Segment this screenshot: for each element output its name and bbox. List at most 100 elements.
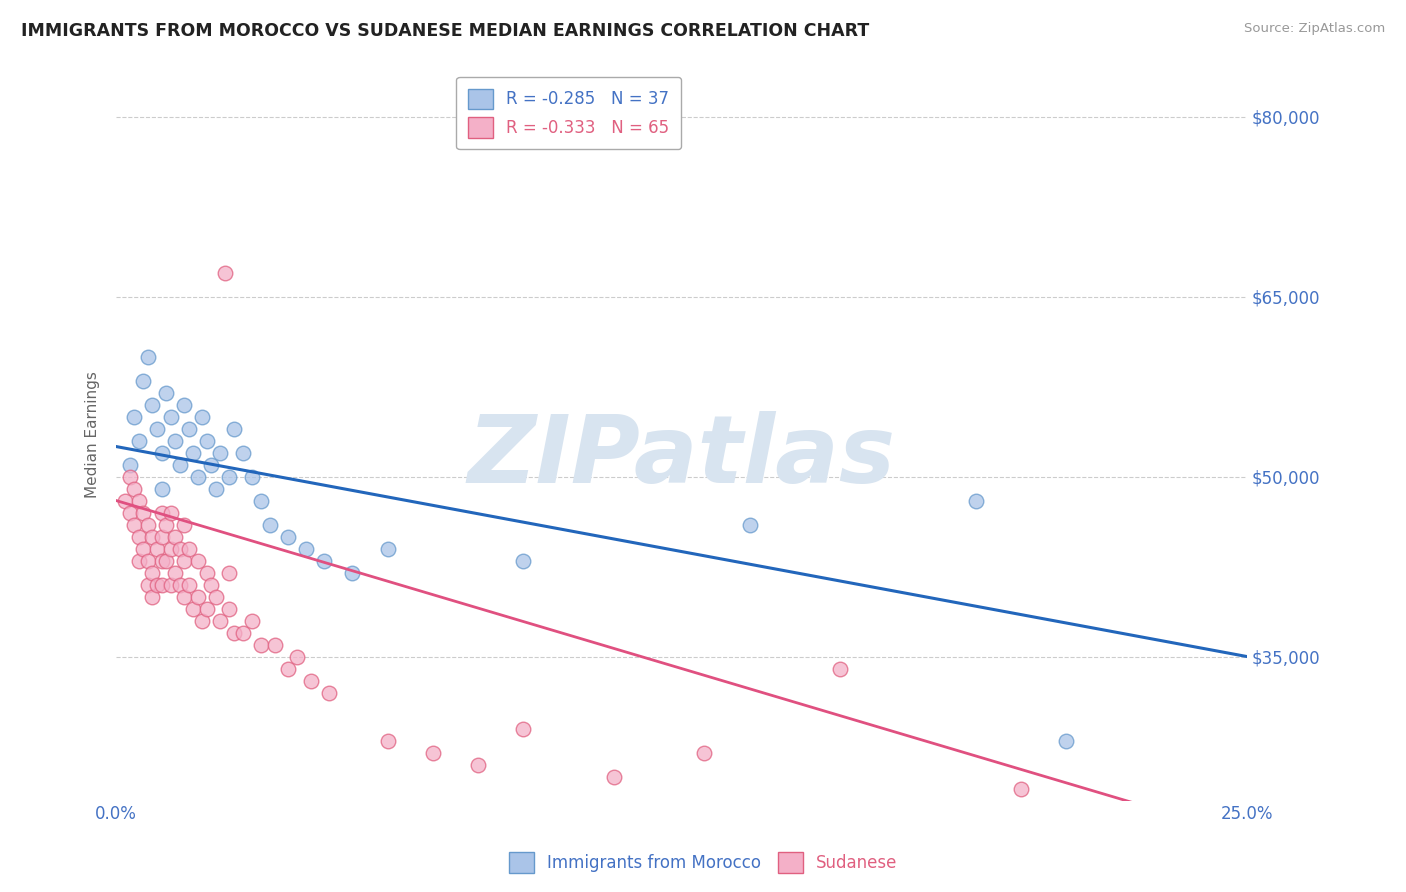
Point	[136, 577, 159, 591]
Point	[118, 458, 141, 472]
Point	[218, 469, 240, 483]
Point	[1054, 733, 1077, 747]
Point	[222, 625, 245, 640]
Point	[259, 517, 281, 532]
Point	[141, 566, 163, 580]
Point	[177, 421, 200, 435]
Point	[181, 445, 204, 459]
Point	[377, 541, 399, 556]
Legend: Immigrants from Morocco, Sudanese: Immigrants from Morocco, Sudanese	[502, 846, 904, 880]
Point	[277, 662, 299, 676]
Point	[136, 350, 159, 364]
Point	[214, 266, 236, 280]
Point	[118, 506, 141, 520]
Point	[169, 458, 191, 472]
Point	[200, 458, 222, 472]
Text: IMMIGRANTS FROM MOROCCO VS SUDANESE MEDIAN EARNINGS CORRELATION CHART: IMMIGRANTS FROM MOROCCO VS SUDANESE MEDI…	[21, 22, 869, 40]
Point	[467, 757, 489, 772]
Point	[204, 482, 226, 496]
Point	[155, 517, 177, 532]
Point	[318, 685, 340, 699]
Point	[132, 541, 155, 556]
Point	[150, 445, 173, 459]
Point	[177, 577, 200, 591]
Point	[128, 434, 150, 448]
Point	[299, 673, 322, 688]
Legend: R = -0.285   N = 37, R = -0.333   N = 65: R = -0.285 N = 37, R = -0.333 N = 65	[457, 77, 681, 149]
Point	[195, 566, 218, 580]
Point	[155, 385, 177, 400]
Point	[693, 746, 716, 760]
Point	[132, 506, 155, 520]
Point	[159, 506, 181, 520]
Point	[124, 482, 146, 496]
Point	[277, 530, 299, 544]
Point	[141, 398, 163, 412]
Text: ZIPatlas: ZIPatlas	[468, 410, 896, 502]
Point	[195, 434, 218, 448]
Point	[128, 553, 150, 567]
Point	[240, 469, 263, 483]
Point	[1010, 781, 1032, 796]
Point	[232, 445, 254, 459]
Point	[828, 662, 851, 676]
Point	[173, 590, 195, 604]
Point	[191, 409, 214, 424]
Point	[165, 566, 187, 580]
Point	[285, 649, 308, 664]
Point	[128, 530, 150, 544]
Point	[159, 577, 181, 591]
Point	[512, 553, 534, 567]
Point	[295, 541, 318, 556]
Point	[118, 469, 141, 483]
Point	[150, 506, 173, 520]
Point	[187, 590, 209, 604]
Point	[263, 638, 285, 652]
Point	[512, 722, 534, 736]
Point	[150, 482, 173, 496]
Point	[169, 541, 191, 556]
Point	[218, 601, 240, 615]
Point	[209, 445, 232, 459]
Point	[218, 566, 240, 580]
Point	[150, 577, 173, 591]
Point	[209, 614, 232, 628]
Point	[204, 590, 226, 604]
Point	[173, 398, 195, 412]
Point	[177, 541, 200, 556]
Point	[240, 614, 263, 628]
Point	[314, 553, 336, 567]
Point	[181, 601, 204, 615]
Point	[738, 517, 761, 532]
Point	[187, 469, 209, 483]
Point	[250, 493, 273, 508]
Point	[124, 409, 146, 424]
Point	[340, 566, 363, 580]
Point	[603, 770, 626, 784]
Point	[165, 530, 187, 544]
Point	[159, 409, 181, 424]
Point	[191, 614, 214, 628]
Point	[136, 517, 159, 532]
Point	[146, 421, 169, 435]
Point	[114, 493, 136, 508]
Point	[422, 746, 444, 760]
Point	[128, 493, 150, 508]
Point	[222, 421, 245, 435]
Point	[146, 577, 169, 591]
Point	[195, 601, 218, 615]
Point	[136, 553, 159, 567]
Point	[250, 638, 273, 652]
Point	[141, 530, 163, 544]
Point	[150, 553, 173, 567]
Point	[159, 541, 181, 556]
Point	[124, 517, 146, 532]
Point	[200, 577, 222, 591]
Point	[169, 577, 191, 591]
Point	[377, 733, 399, 747]
Text: Source: ZipAtlas.com: Source: ZipAtlas.com	[1244, 22, 1385, 36]
Point	[132, 374, 155, 388]
Point	[155, 553, 177, 567]
Point	[187, 553, 209, 567]
Point	[965, 493, 987, 508]
